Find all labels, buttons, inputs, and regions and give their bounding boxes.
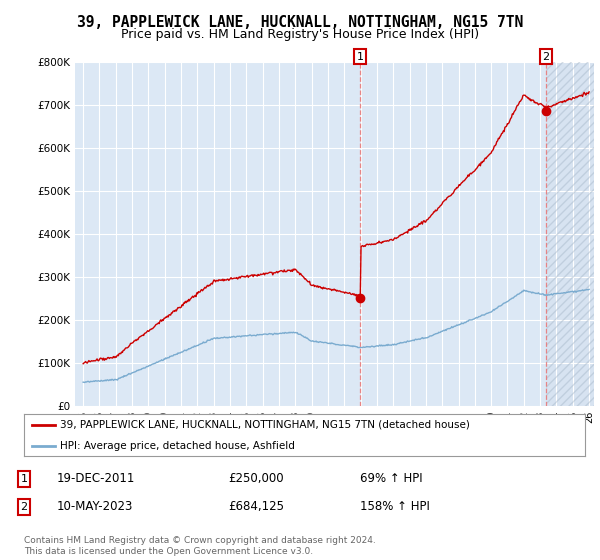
Text: 1: 1: [356, 52, 364, 62]
Text: 39, PAPPLEWICK LANE, HUCKNALL, NOTTINGHAM, NG15 7TN (detached house): 39, PAPPLEWICK LANE, HUCKNALL, NOTTINGHA…: [61, 420, 470, 430]
Text: 2: 2: [542, 52, 550, 62]
Text: £250,000: £250,000: [228, 472, 284, 486]
Text: 69% ↑ HPI: 69% ↑ HPI: [360, 472, 422, 486]
Text: Price paid vs. HM Land Registry's House Price Index (HPI): Price paid vs. HM Land Registry's House …: [121, 28, 479, 41]
Text: 158% ↑ HPI: 158% ↑ HPI: [360, 500, 430, 514]
Text: 10-MAY-2023: 10-MAY-2023: [57, 500, 133, 514]
Text: 19-DEC-2011: 19-DEC-2011: [57, 472, 136, 486]
Text: 39, PAPPLEWICK LANE, HUCKNALL, NOTTINGHAM, NG15 7TN: 39, PAPPLEWICK LANE, HUCKNALL, NOTTINGHA…: [77, 15, 523, 30]
Text: 1: 1: [20, 474, 28, 484]
Text: Contains HM Land Registry data © Crown copyright and database right 2024.
This d: Contains HM Land Registry data © Crown c…: [24, 536, 376, 556]
Text: £684,125: £684,125: [228, 500, 284, 514]
Text: 2: 2: [20, 502, 28, 512]
Text: HPI: Average price, detached house, Ashfield: HPI: Average price, detached house, Ashf…: [61, 441, 295, 451]
